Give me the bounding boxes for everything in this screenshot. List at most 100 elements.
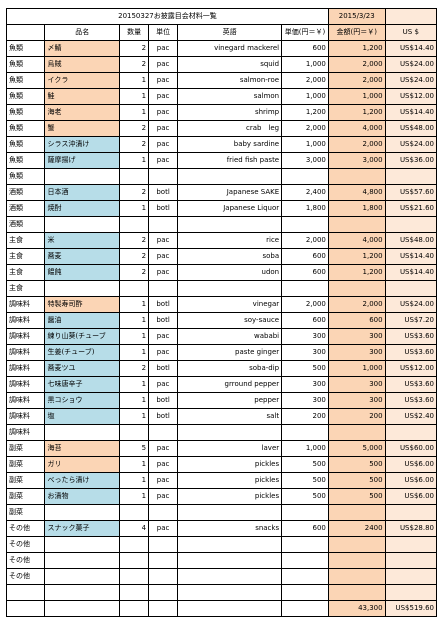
unit-cell [148,168,179,185]
unit-cell: pac [148,136,179,153]
quantity-cell: 1 [119,488,150,505]
quantity-cell: 1 [119,376,150,393]
table-row: 魚類 〆鯖 2 pac vinegard mackerel 600 1,200 US$14.4… [5,40,437,57]
unit-cell [148,584,179,601]
english-name-cell: laver [177,440,283,457]
usd-cell: US$24.00 [384,296,437,313]
amount-cell [327,504,386,521]
usd-cell: US$14.40 [384,40,437,57]
quantity-cell: 1 [119,344,150,361]
unit-price-cell: 300 [281,344,329,361]
quantity-cell: 1 [119,152,150,169]
table-row: その他 [5,536,437,553]
unit-cell: pac [148,344,179,361]
unit-price-cell: 2,000 [281,232,329,249]
amount-cell: 5,000 [327,440,386,457]
category-cell: その他 [5,552,46,569]
table-row: 調味料 黒コショウ 1 botl pepper 300 300 US$3.60 [5,392,437,409]
item-name-cell: べったら漬け [44,472,121,489]
quantity-cell: 1 [119,312,150,329]
amount-cell [327,168,386,185]
amount-cell: 4,000 [327,232,386,249]
category-cell: 魚類 [5,72,46,89]
quantity-cell: 1 [119,296,150,313]
category-cell: 副菜 [5,504,46,521]
english-name-cell [177,504,283,521]
english-name-cell [177,424,283,441]
quantity-cell [119,168,150,185]
unit-price-cell: 600 [281,248,329,265]
unit-cell: pac [148,72,179,89]
sheet-date: 2015/3/23 [327,8,386,25]
unit-cell: pac [148,488,179,505]
item-name-cell: お漬物 [44,488,121,505]
amount-cell: 300 [327,376,386,393]
total-amount: 43,300 [327,600,386,617]
item-name-cell: 饂飩 [44,264,121,281]
header-qty: 数量 [119,24,150,41]
item-name-cell: 生姜(チューブ) [44,344,121,361]
category-cell: 調味料 [5,328,46,345]
table-row: 酒類 日本酒 2 botl Japanese SAKE 2,400 4,800 US$57.6… [5,184,437,201]
item-name-cell: イクラ [44,72,121,89]
category-cell: 主食 [5,232,46,249]
item-name-cell [44,280,121,297]
unit-cell: botl [148,408,179,425]
item-name-cell: 塩 [44,408,121,425]
category-cell: 調味料 [5,312,46,329]
unit-price-cell: 600 [281,520,329,537]
amount-cell: 200 [327,408,386,425]
amount-cell: 500 [327,472,386,489]
unit-price-cell: 1,000 [281,88,329,105]
usd-cell [384,216,437,233]
english-name-cell [177,280,283,297]
unit-price-cell: 3,000 [281,152,329,169]
header-price: 単価(円＝￥) [281,24,329,41]
english-name-cell: udon [177,264,283,281]
header-row: 品名 数量 単位 英語 単価(円＝￥) 金額(円＝￥) US $ [5,24,437,41]
category-cell: 主食 [5,248,46,265]
english-name-cell: grround pepper [177,376,283,393]
unit-price-cell [281,552,329,569]
category-cell: 酒類 [5,200,46,217]
amount-cell [327,584,386,601]
quantity-cell: 2 [119,232,150,249]
usd-cell: US$3.60 [384,376,437,393]
category-cell: 副菜 [5,440,46,457]
unit-price-cell [281,216,329,233]
table-row: 調味料 特製寿司酢 1 botl vinegar 2,000 2,000 US$24.00 [5,296,437,313]
item-name-cell [44,552,121,569]
amount-cell [327,536,386,553]
table-row: 調味料塩 1 botl salt 200 200 US$2.40 [5,408,437,425]
item-name-cell [44,584,121,601]
table-row: その他 [5,552,437,569]
unit-price-cell [281,168,329,185]
english-name-cell: vinegard mackerel [177,40,283,57]
item-name-cell: 焼酎 [44,200,121,217]
total-usd: US$519.60 [384,600,437,617]
materials-sheet: 20150327お披露目会材料一覧 2015/3/23 品名 数量 単位 英語 … [5,8,437,617]
english-name-cell [177,216,283,233]
amount-cell [327,552,386,569]
amount-cell: 600 [327,312,386,329]
english-name-cell: soba-dip [177,360,283,377]
unit-cell: botl [148,360,179,377]
table-row: 副菜 ガリ 1 pac pickles 500 500 US$6.00 [5,456,437,473]
item-name-cell: 海苔 [44,440,121,457]
category-cell: 魚類 [5,152,46,169]
title-row: 20150327お披露目会材料一覧 2015/3/23 [6,8,437,25]
table-row: 魚類蟹 2 pac crab leg 2,000 4,000 US$48.00 [5,120,437,137]
item-name-cell [44,168,121,185]
unit-price-cell: 1,000 [281,136,329,153]
amount-cell: 1,000 [327,360,386,377]
sheet-title: 20150327お披露目会材料一覧 [6,8,329,25]
unit-price-cell: 200 [281,408,329,425]
amount-cell: 2,000 [327,296,386,313]
english-name-cell: fried fish paste [177,152,283,169]
usd-cell: US$24.00 [384,72,437,89]
category-cell: 主食 [5,264,46,281]
table-row: 主食 [5,280,437,297]
usd-cell: US$6.00 [384,456,437,473]
unit-cell: pac [148,328,179,345]
unit-cell [148,552,179,569]
